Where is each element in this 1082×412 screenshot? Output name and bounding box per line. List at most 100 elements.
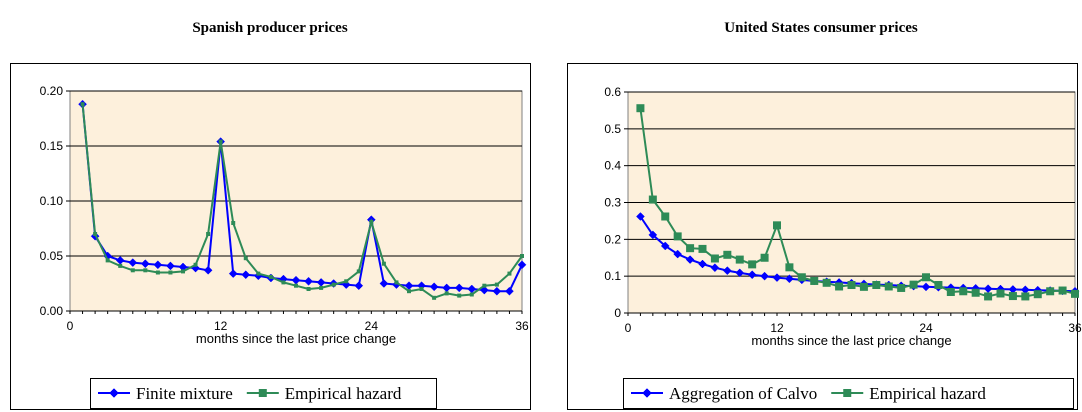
data-point-2 — [193, 262, 198, 267]
data-point-2 — [872, 281, 881, 290]
y-tick-label: 0.3 — [604, 196, 621, 210]
data-point-2 — [306, 287, 311, 291]
y-tick-label: 0.4 — [604, 159, 621, 173]
data-point-1 — [760, 271, 769, 281]
x-tick-label: 0 — [625, 321, 632, 335]
data-point-2 — [218, 139, 223, 144]
legend-label: Empirical hazard — [285, 384, 402, 403]
data-point-2 — [1046, 287, 1055, 296]
data-point-2 — [648, 195, 657, 204]
data-point-2 — [394, 280, 399, 285]
legend-marker — [258, 389, 267, 397]
data-point-2 — [105, 258, 110, 263]
data-point-1 — [153, 260, 163, 270]
x-axis-label: months since the last price change — [751, 333, 951, 348]
legend-marker — [109, 388, 119, 398]
y-tick-label: 0.2 — [604, 232, 621, 246]
data-point-1 — [505, 286, 514, 296]
legend-label: Empirical hazard — [869, 384, 986, 403]
y-tick-label: 0.1 — [604, 269, 621, 283]
data-point-1 — [673, 249, 683, 259]
data-point-1 — [128, 258, 138, 267]
data-point-2 — [785, 263, 794, 272]
data-point-1 — [517, 260, 527, 270]
data-point-2 — [457, 293, 462, 298]
data-point-2 — [1021, 292, 1030, 301]
data-point-2 — [381, 261, 386, 266]
data-point-2 — [469, 292, 474, 297]
x-tick-label: 36 — [515, 319, 529, 333]
data-point-1 — [747, 270, 757, 280]
chart-1: 0.00 0.05 0.10 0.15 0.20 0 12 24 36 months since … — [10, 63, 531, 410]
legend-marker — [843, 389, 852, 397]
series-line-2 — [81, 104, 523, 299]
data-point-2 — [432, 295, 437, 300]
data-point-1 — [785, 274, 794, 284]
data-point-2 — [520, 254, 524, 258]
data-point-1 — [772, 273, 782, 282]
data-point-2 — [971, 288, 980, 297]
data-point-2 — [444, 291, 449, 296]
data-point-2 — [735, 255, 744, 264]
legend-marker — [642, 388, 652, 398]
data-point-2 — [356, 269, 361, 274]
data-point-1 — [722, 266, 732, 275]
data-point-2 — [344, 279, 349, 284]
data-point-1 — [429, 282, 439, 292]
data-point-1 — [492, 286, 502, 296]
chart-2: 0 0.1 0.2 0.3 0.4 0.5 0.6 0 12 24 36 months since t… — [567, 63, 1082, 410]
chart-title-spanish: Spanish producer prices — [192, 20, 348, 36]
data-point-2 — [1071, 289, 1079, 298]
chart-title-us: United States consumer prices — [724, 20, 918, 36]
x-tick-label: 0 — [67, 319, 74, 333]
y-tick-label: 0.00 — [40, 304, 64, 318]
data-point-2 — [760, 253, 769, 262]
data-point-1 — [304, 276, 313, 286]
legend-label: Aggregation of Calvo — [669, 384, 817, 403]
data-point-1 — [454, 283, 464, 293]
data-point-2 — [168, 270, 173, 275]
data-point-2 — [181, 269, 185, 274]
data-point-2 — [407, 289, 411, 294]
data-point-1 — [660, 241, 670, 251]
y-tick-label: 0.6 — [604, 85, 621, 99]
x-tick-label: 24 — [365, 319, 379, 333]
data-point-2 — [946, 288, 955, 297]
data-point-2 — [231, 221, 236, 225]
data-point-2 — [130, 268, 135, 273]
x-tick-label: 24 — [919, 321, 933, 335]
x-tick-label: 12 — [214, 319, 228, 333]
data-point-2 — [698, 244, 707, 253]
data-point-1 — [685, 255, 695, 264]
data-point-1 — [921, 282, 931, 292]
data-point-2 — [1008, 292, 1017, 301]
data-point-2 — [996, 289, 1005, 298]
data-point-2 — [319, 285, 324, 290]
data-point-1 — [379, 279, 389, 288]
data-point-1 — [166, 261, 175, 271]
y-tick-label: 0.05 — [40, 249, 64, 263]
data-point-2 — [256, 271, 261, 276]
data-point-2 — [1033, 290, 1042, 299]
data-point-2 — [206, 232, 211, 236]
data-point-2 — [934, 281, 943, 290]
data-point-1 — [140, 259, 150, 269]
data-point-2 — [281, 280, 286, 285]
y-tick-label: 0.10 — [40, 194, 64, 208]
data-point-2 — [810, 276, 819, 285]
data-point-2 — [331, 282, 336, 287]
data-point-2 — [268, 274, 273, 279]
data-point-2 — [959, 287, 968, 296]
data-point-1 — [203, 265, 213, 275]
data-point-2 — [1058, 286, 1067, 295]
data-point-2 — [419, 287, 424, 291]
data-point-1 — [698, 259, 707, 269]
data-point-2 — [835, 282, 844, 291]
x-tick-label: 12 — [770, 321, 784, 335]
data-point-2 — [673, 232, 682, 241]
y-tick-label: 0 — [614, 306, 621, 320]
data-point-2 — [822, 278, 831, 287]
data-point-1 — [354, 281, 364, 291]
data-point-2 — [797, 273, 806, 282]
y-tick-label: 0.20 — [40, 84, 64, 98]
